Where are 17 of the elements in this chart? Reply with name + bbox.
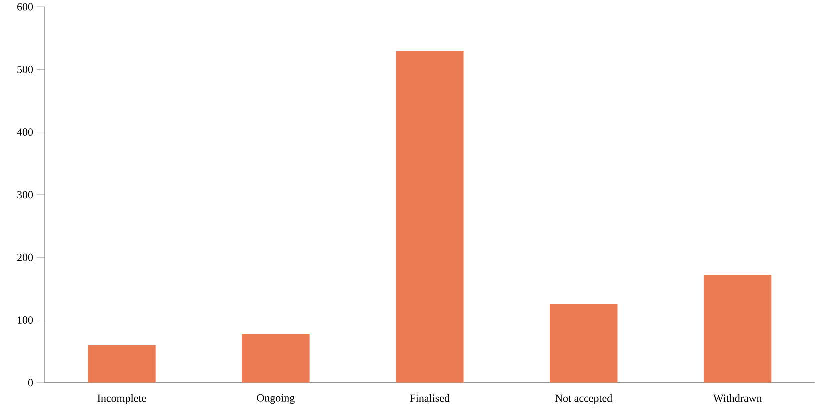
x-tick-label: Ongoing [257, 394, 295, 404]
y-tick-label: 0 [28, 379, 34, 387]
x-tick-label: Not accepted [555, 394, 612, 404]
y-tick-label: 300 [18, 191, 34, 199]
bar [242, 334, 310, 383]
y-tick-label: 100 [18, 316, 34, 324]
y-tick-label: 600 [18, 3, 34, 11]
bar [704, 275, 772, 383]
y-tick-label: 200 [18, 254, 34, 262]
x-tick-label: Finalised [410, 394, 450, 402]
bar [88, 345, 156, 383]
y-tick-label: 400 [17, 128, 34, 136]
x-tick-label: Incomplete [98, 394, 146, 404]
bar [396, 52, 464, 383]
bar [550, 304, 618, 383]
y-tick-label: 500 [18, 66, 34, 74]
x-tick-label: Withdrawn [713, 394, 762, 402]
